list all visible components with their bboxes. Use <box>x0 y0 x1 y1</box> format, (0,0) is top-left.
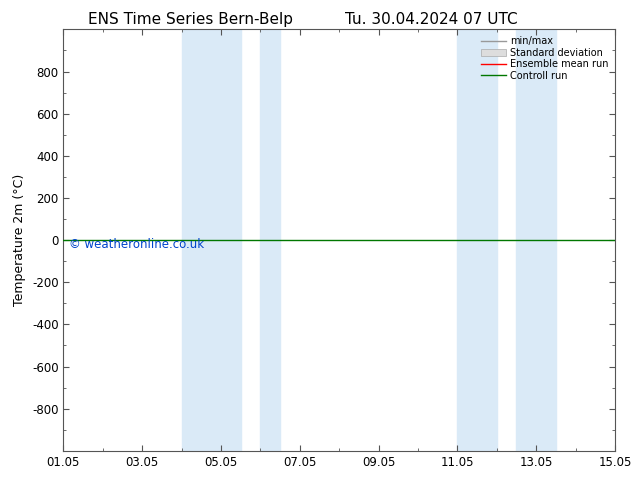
Legend: min/max, Standard deviation, Ensemble mean run, Controll run: min/max, Standard deviation, Ensemble me… <box>479 34 610 82</box>
Y-axis label: Temperature 2m (°C): Temperature 2m (°C) <box>13 174 27 306</box>
Bar <box>457 29 497 451</box>
Text: © weatheronline.co.uk: © weatheronline.co.uk <box>69 238 204 251</box>
Text: Tu. 30.04.2024 07 UTC: Tu. 30.04.2024 07 UTC <box>345 12 517 27</box>
Bar <box>261 29 280 451</box>
Bar <box>517 29 556 451</box>
Text: ENS Time Series Bern-Belp: ENS Time Series Bern-Belp <box>87 12 293 27</box>
Bar <box>181 29 241 451</box>
